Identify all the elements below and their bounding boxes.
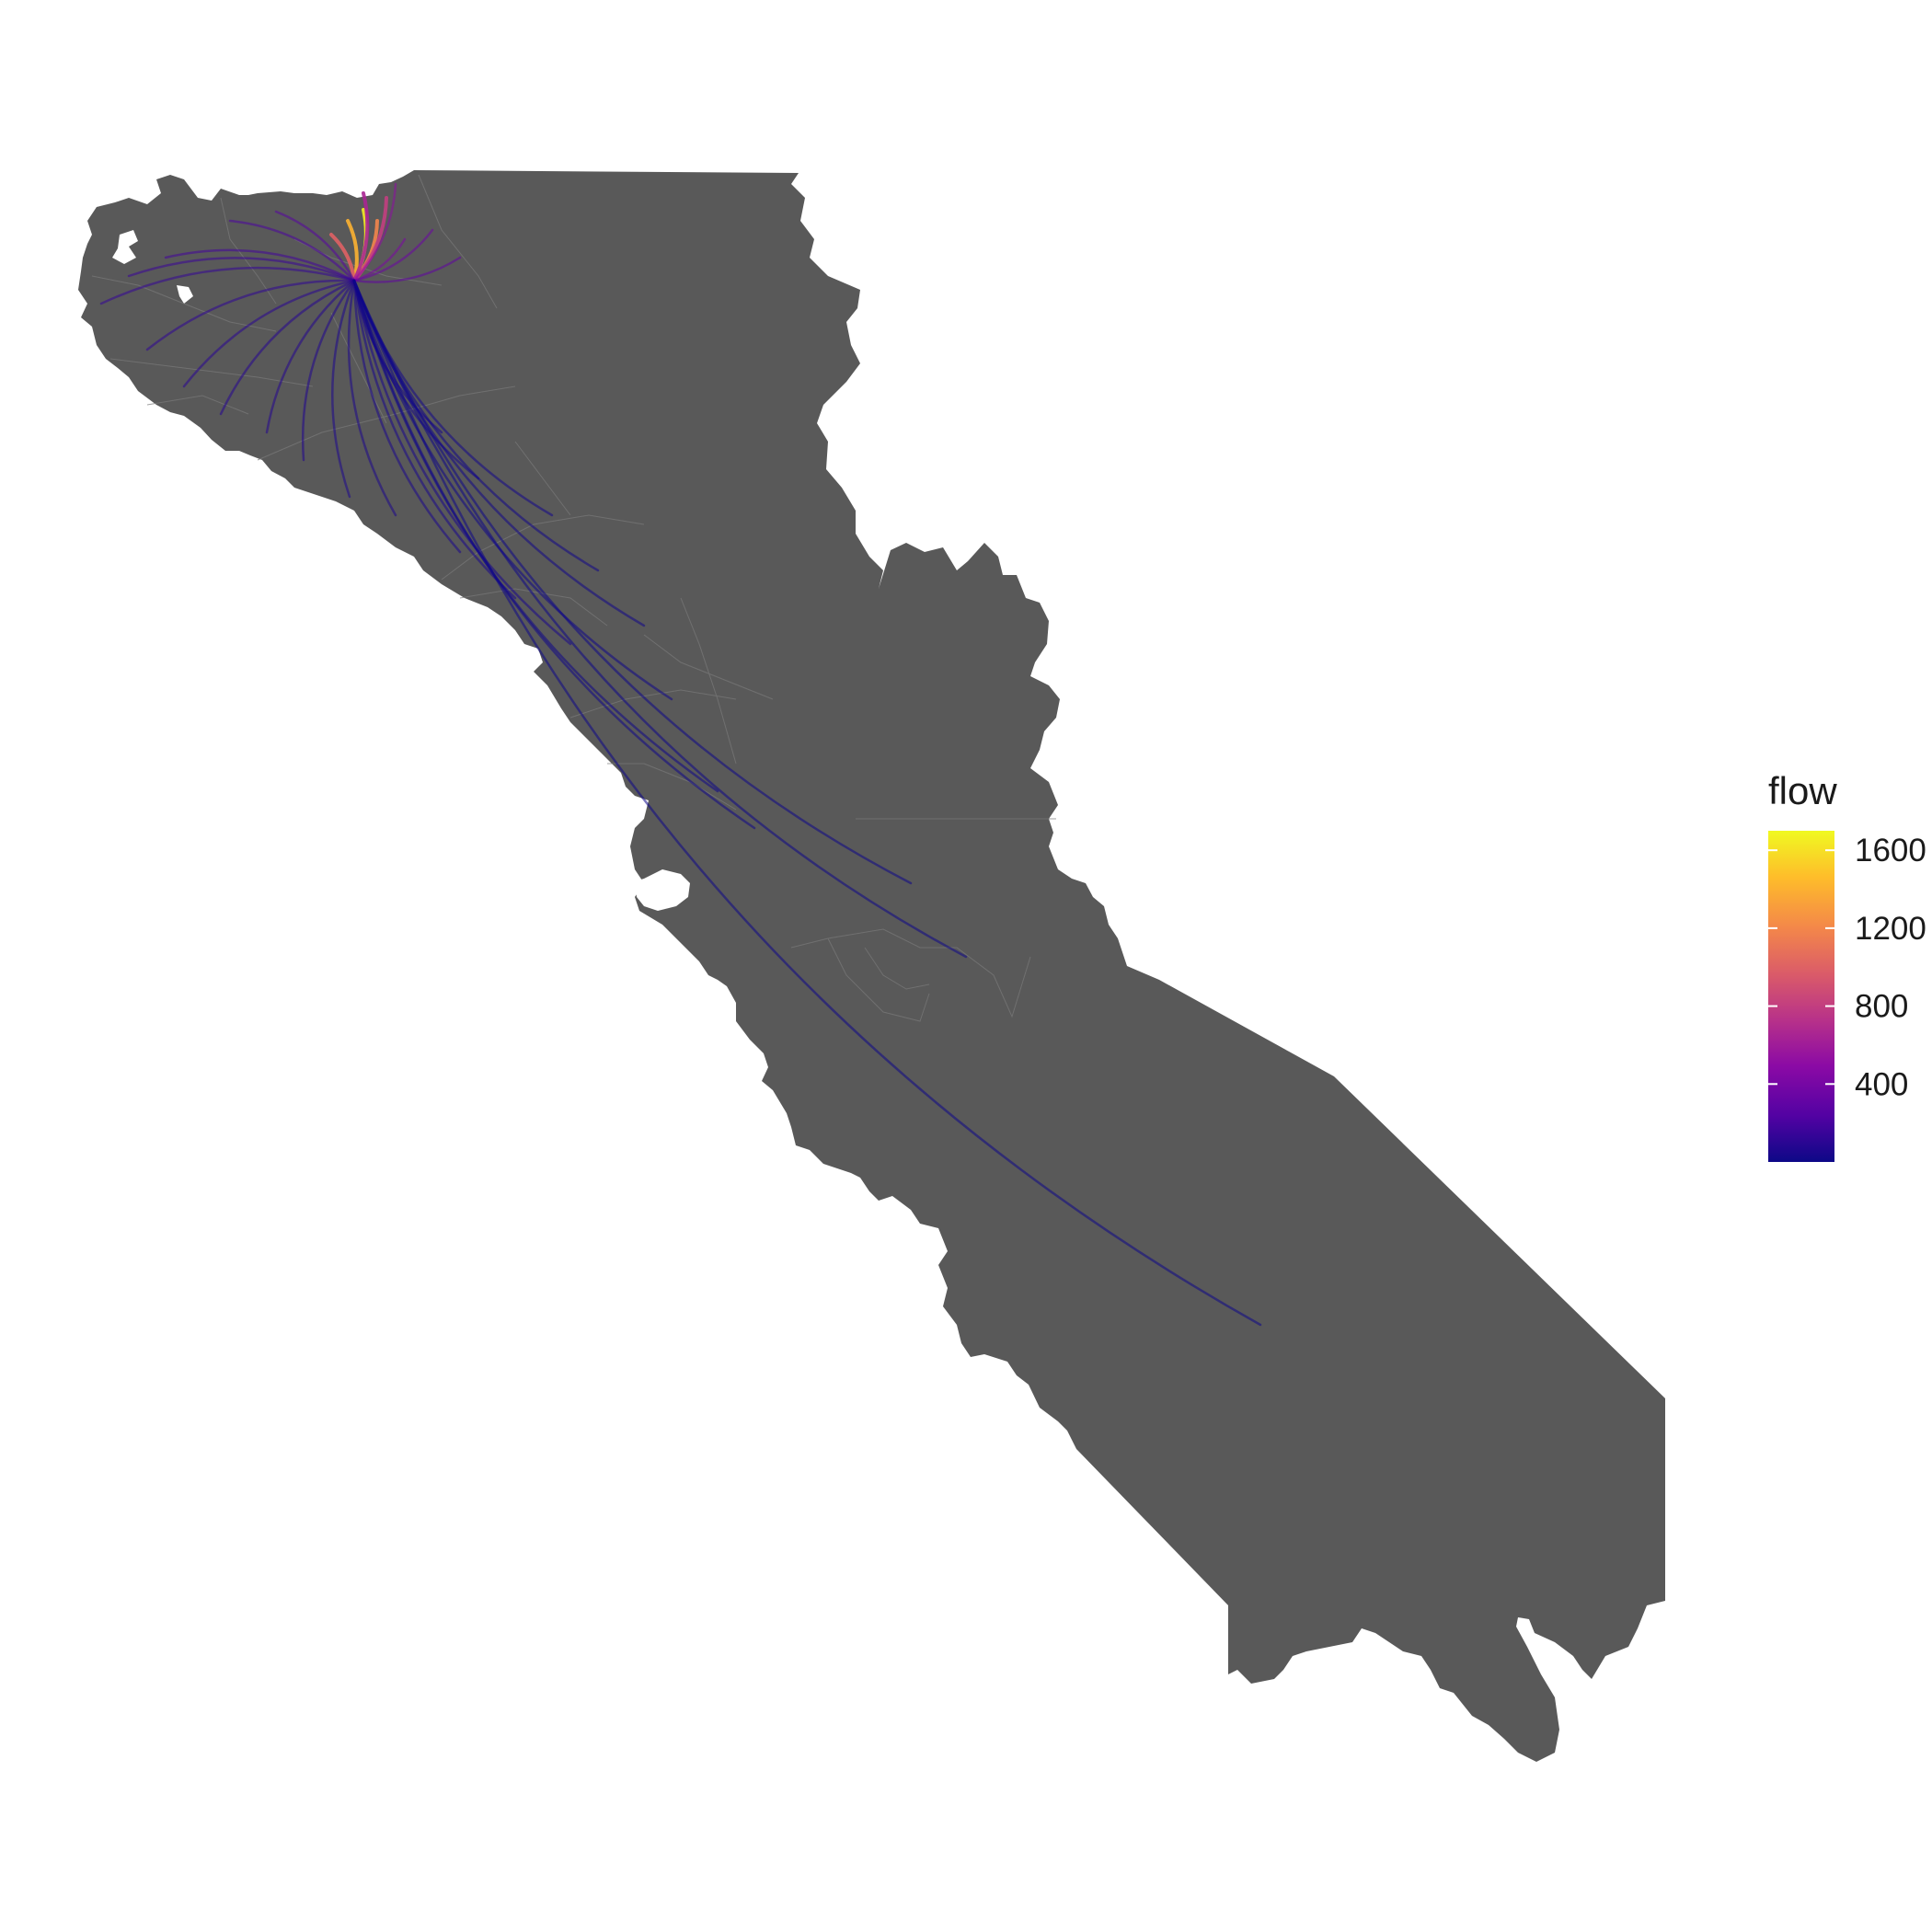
flow-line — [145, 279, 356, 351]
flow-line — [352, 228, 434, 282]
flow-line — [352, 279, 1262, 1327]
flow-line — [228, 219, 356, 282]
flow-line — [352, 191, 370, 282]
island-shape — [112, 230, 138, 264]
flow-line — [265, 279, 356, 434]
legend: flow 400 800 1200 1600 — [1768, 769, 1926, 1162]
flow-line — [301, 279, 356, 462]
legend-tick-label: 1600 — [1855, 833, 1926, 868]
bay-water — [635, 869, 690, 911]
flow-line — [352, 279, 968, 959]
legend-tick-label: 400 — [1855, 1066, 1908, 1102]
flow-line — [352, 256, 462, 283]
flow-lines — [99, 182, 1262, 1327]
flow-line — [352, 279, 517, 600]
flow-line — [347, 279, 397, 517]
flow-line — [352, 279, 572, 646]
legend-ticks: 400 800 1200 1600 — [1768, 833, 1926, 1102]
flow-line — [352, 279, 462, 554]
flow-line — [219, 279, 356, 416]
county-boundaries — [91, 174, 1056, 1022]
flow-line — [352, 182, 397, 282]
flow-line — [331, 279, 356, 499]
flow-line — [127, 257, 356, 282]
flow-line — [164, 248, 356, 282]
legend-tick-label: 800 — [1855, 989, 1908, 1025]
flow-line — [329, 233, 356, 282]
legend-title: flow — [1768, 769, 1837, 812]
legend-tick-label: 1200 — [1855, 911, 1926, 947]
flow-line — [352, 279, 673, 701]
flow-line — [182, 279, 356, 388]
flow-line — [352, 279, 913, 885]
flow-line — [99, 266, 356, 305]
flow-line — [352, 279, 756, 830]
legend-colorbar — [1768, 831, 1834, 1162]
region-landmass — [78, 170, 1665, 1762]
flow-line — [274, 210, 356, 282]
island-shape — [177, 285, 193, 304]
